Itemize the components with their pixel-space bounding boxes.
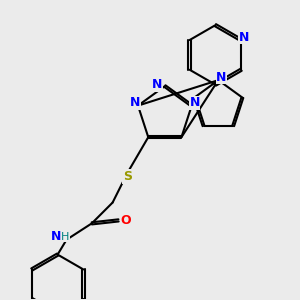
Text: N: N [239,31,249,44]
Text: N: N [216,71,226,84]
Text: N: N [51,230,61,243]
Text: N: N [152,78,163,91]
Text: O: O [121,214,131,227]
Text: H: H [61,232,69,242]
Text: N: N [190,96,200,109]
Text: N: N [130,96,140,109]
Text: S: S [123,170,132,183]
